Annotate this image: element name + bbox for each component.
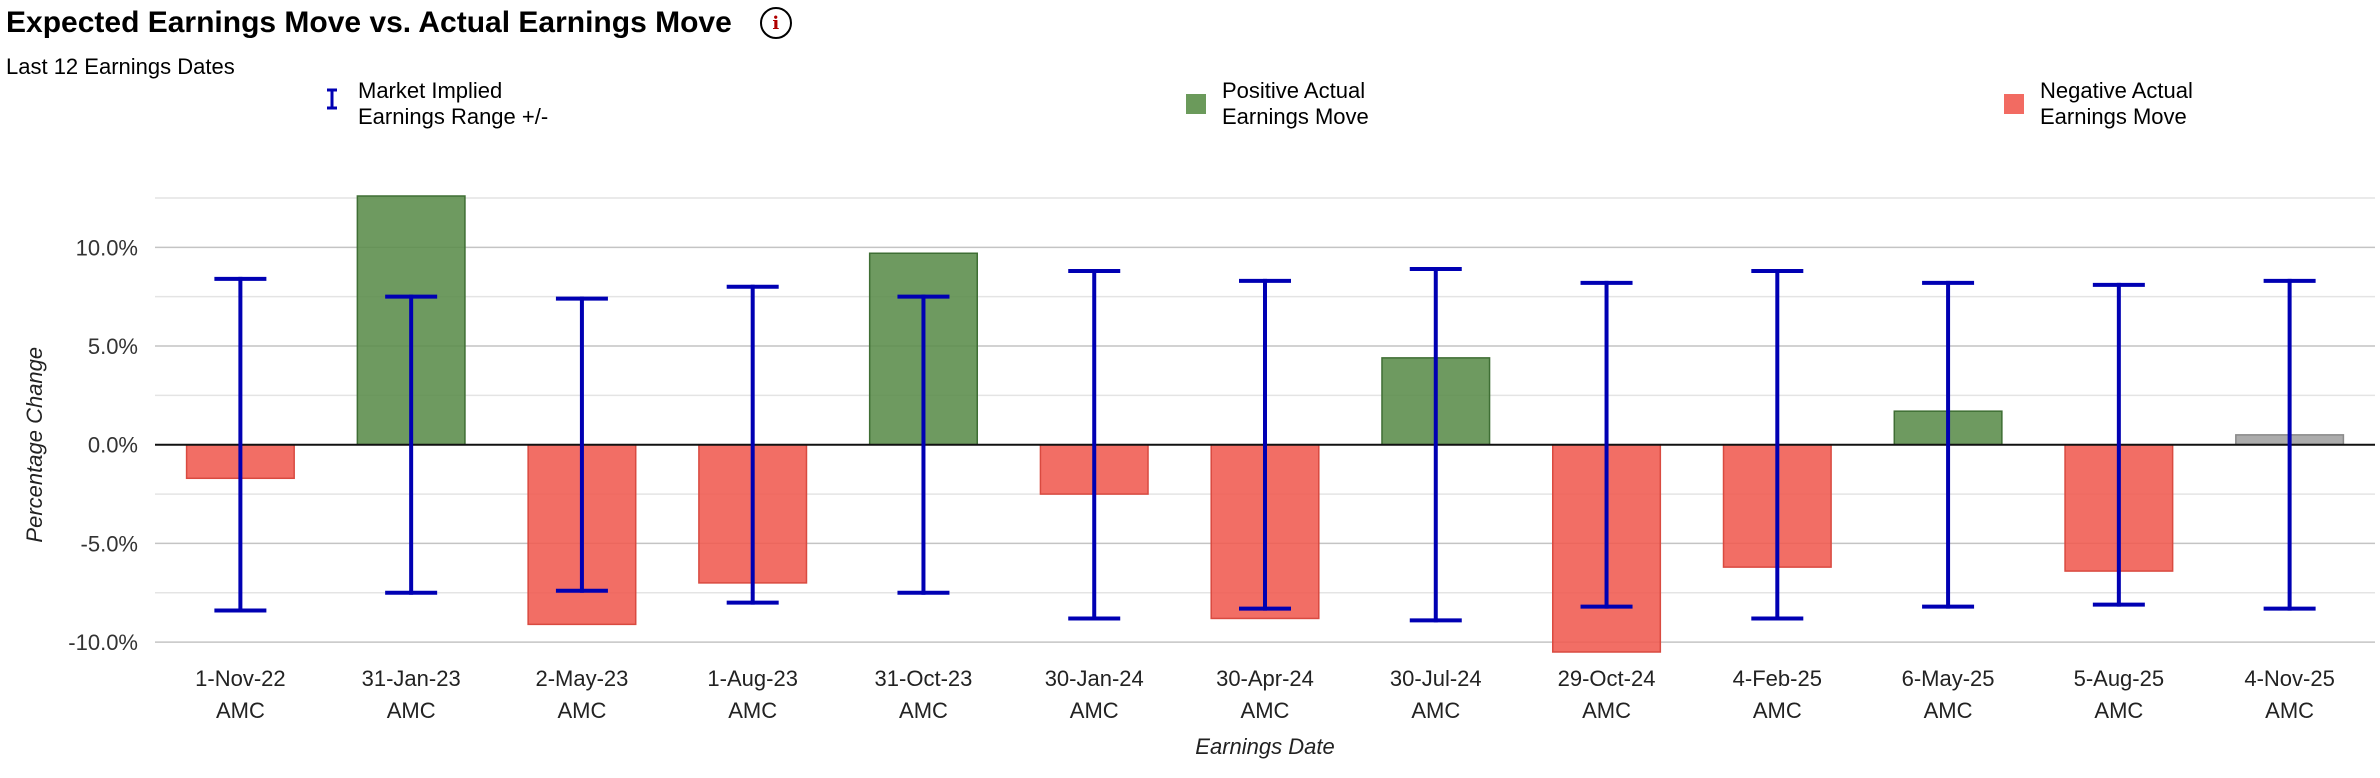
error-bar: [385, 294, 438, 595]
x-tick-label-session: AMC: [1924, 698, 1973, 723]
x-tick-label-date: 30-Jul-24: [1390, 666, 1482, 691]
error-bar: [726, 284, 779, 605]
x-tick-label-session: AMC: [1411, 698, 1460, 723]
y-axis-ticks: -10.0% -5.0% 0.0% 5.0% 10.0%: [68, 235, 138, 655]
x-tick-label-date: 31-Oct-23: [875, 666, 973, 691]
error-bar: [1239, 278, 1291, 611]
x-tick-label-date: 30-Jan-24: [1045, 666, 1144, 691]
errorbar-legend-icon: [322, 88, 342, 110]
positive-swatch-icon: [1186, 94, 1206, 114]
legend-label-line2: Earnings Range +/-: [358, 104, 549, 129]
error-bar: [2092, 282, 2145, 607]
error-bar: [1580, 280, 1633, 609]
info-icon[interactable]: i: [759, 7, 792, 39]
legend-label-line1: Negative Actual: [2040, 78, 2193, 103]
x-tick-label-session: AMC: [2094, 698, 2143, 723]
error-bar: [1751, 269, 1804, 621]
x-tick-label-date: 2-May-23: [535, 666, 628, 691]
x-tick-label-session: AMC: [1070, 698, 1119, 723]
error-bar: [1068, 269, 1121, 621]
negative-swatch-icon: [2004, 94, 2024, 114]
error-bar: [214, 276, 267, 613]
x-tick-label-date: 29-Oct-24: [1558, 666, 1656, 691]
x-tick-label-date: 6-May-25: [1902, 666, 1995, 691]
legend-item-implied-range[interactable]: Market Implied Earnings Range +/-: [322, 78, 548, 130]
x-tick-label-date: 4-Feb-25: [1733, 666, 1822, 691]
x-tick-label-session: AMC: [2265, 698, 2314, 723]
x-tick-label-session: AMC: [387, 698, 436, 723]
legend-label-line1: Positive Actual: [1222, 78, 1366, 103]
y-axis-label: Percentage Change: [22, 347, 47, 543]
y-tick-label: -10.0%: [68, 630, 138, 655]
error-bar: [897, 294, 950, 595]
legend-label-line2: Earnings Move: [1222, 104, 1369, 129]
x-tick-label-session: AMC: [557, 698, 606, 723]
legend-item-negative[interactable]: Negative Actual Earnings Move: [2004, 78, 2193, 130]
x-tick-label-session: AMC: [1241, 698, 1290, 723]
legend-label-line1: Market Implied: [358, 78, 503, 103]
y-tick-label: -5.0%: [81, 531, 138, 556]
x-tick-label-session: AMC: [216, 698, 265, 723]
x-tick-label-date: 1-Aug-23: [707, 666, 798, 691]
y-tick-label: 10.0%: [76, 235, 138, 260]
error-bar: [1922, 280, 1975, 609]
x-tick-label-date: 1-Nov-22: [195, 666, 285, 691]
error-bar: [1409, 267, 1462, 623]
x-tick-label-date: 31-Jan-23: [362, 666, 461, 691]
y-tick-label: 5.0%: [88, 334, 138, 359]
x-tick-label-session: AMC: [1753, 698, 1802, 723]
y-tick-label: 0.0%: [88, 433, 138, 458]
legend-item-positive[interactable]: Positive Actual Earnings Move: [1186, 78, 1369, 130]
x-axis-label: Earnings Date: [1195, 734, 1334, 759]
x-tick-label-session: AMC: [728, 698, 777, 723]
error-bar: [2263, 278, 2316, 611]
legend-label-line2: Earnings Move: [2040, 104, 2187, 129]
x-tick-label-session: AMC: [899, 698, 948, 723]
x-tick-label-date: 30-Apr-24: [1216, 666, 1314, 691]
x-tick-label-date: 5-Aug-25: [2074, 666, 2165, 691]
x-axis-ticks: 1-Nov-22 AMC 31-Jan-23 AMC 2-May-23 AMC 1-Aug-…: [195, 666, 2335, 723]
x-tick-label-date: 4-Nov-25: [2244, 666, 2334, 691]
x-tick-label-session: AMC: [1582, 698, 1631, 723]
chart-title: Expected Earnings Move vs. Actual Earnin…: [6, 6, 732, 39]
chart-title-row: Expected Earnings Move vs. Actual Earnin…: [6, 6, 792, 40]
error-bar: [555, 296, 608, 593]
error-bars: [214, 267, 2316, 623]
chart-subtitle: Last 12 Earnings Dates: [6, 54, 235, 79]
